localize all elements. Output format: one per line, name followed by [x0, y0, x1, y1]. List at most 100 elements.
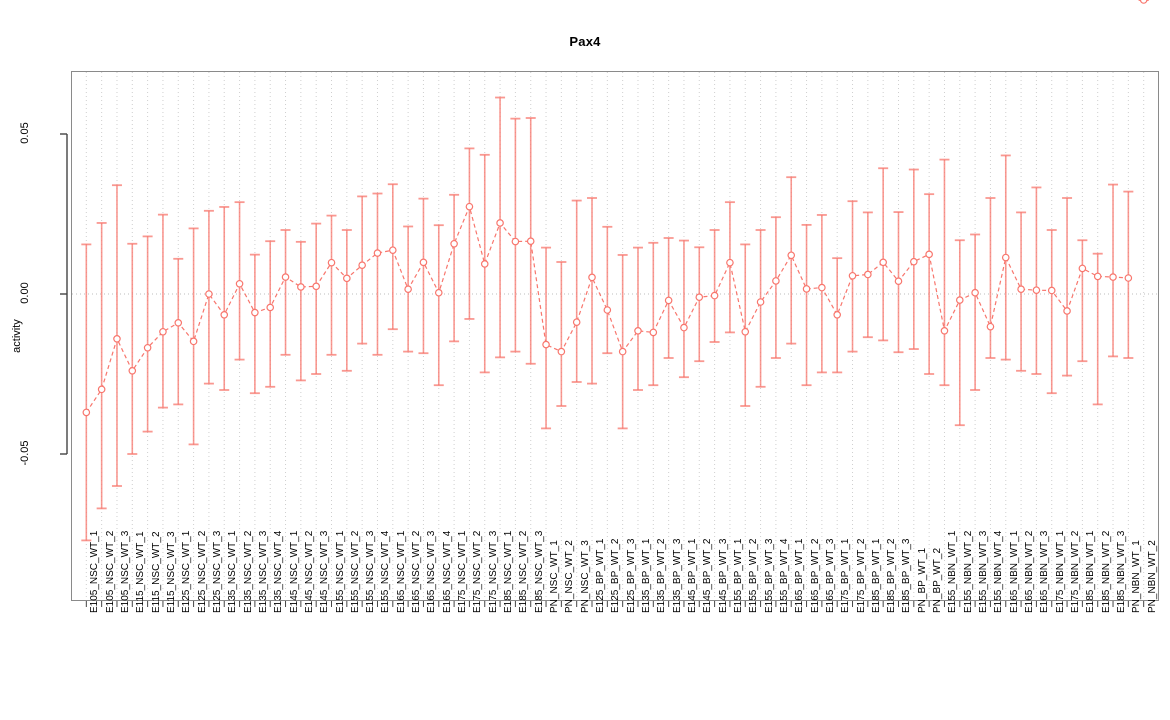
x-tick-label: E185_NSC_WT_1 [503, 530, 515, 613]
y-tick-label: 0.05 [0, 122, 55, 143]
data-point [864, 270, 872, 279]
x-tick-label: E155_BP_WT_1 [732, 538, 744, 614]
data-point [312, 282, 320, 291]
x-tick-label: E115_NSC_WT_3 [165, 531, 177, 613]
y-tick-label-text: 0.00 [19, 282, 31, 304]
data-point [143, 343, 152, 352]
data-point [235, 279, 244, 288]
data-point [894, 277, 903, 286]
data-point [358, 261, 366, 270]
x-tick-label: E155_NBN_WT_1 [947, 530, 959, 613]
x-tick-label: E105_NSC_WT_1 [89, 530, 101, 613]
data-point [1032, 286, 1041, 294]
data-point [1001, 253, 1010, 262]
x-tick-label: E135_BP_WT_1 [640, 538, 652, 614]
data-point [1093, 272, 1102, 281]
x-tick-label: E155_NSC_WT_1 [334, 530, 346, 613]
chart-title: Pax4 [569, 34, 601, 49]
connector-path [85, 204, 1129, 413]
x-tick-label: E165_NSC_WT_4 [441, 530, 453, 613]
x-tick-label: PN_NBN_WT_1 [1131, 540, 1143, 613]
plot-area [71, 71, 1159, 601]
data-point [465, 202, 474, 211]
data-point [1078, 264, 1087, 273]
x-tick-label: E125_NSC_WT_2 [196, 530, 208, 613]
x-tick-label: E175_NBN_WT_2 [1070, 530, 1082, 613]
series-connecting-line [85, 204, 1129, 413]
data-point [1109, 273, 1117, 281]
x-tick-label: E155_NBN_WT_3 [978, 530, 990, 613]
data-point [419, 258, 428, 267]
y-tick-label-text: 0.05 [19, 122, 31, 144]
data-point [955, 296, 964, 304]
data-point [634, 326, 642, 335]
data-point [726, 258, 734, 267]
x-tick-label: E155_NBN_WT_4 [993, 530, 1005, 613]
x-tick-label: E185_NBN_WT_2 [1100, 530, 1112, 613]
x-tick-label: E185_BP_WT_3 [901, 538, 913, 614]
x-tick-label: E155_NBN_WT_2 [962, 530, 974, 613]
x-tick-label: E105_NSC_WT_2 [104, 530, 116, 613]
error-bars [81, 0, 1149, 542]
x-tick-label: E185_BP_WT_2 [886, 538, 898, 614]
data-point [818, 283, 826, 292]
x-tick-label: E135_BP_WT_2 [656, 538, 668, 614]
data-point [297, 283, 305, 291]
x-tick-label: E185_NBN_WT_3 [1116, 530, 1128, 613]
x-tick-label: E165_NSC_WT_1 [395, 530, 407, 613]
data-point [879, 258, 887, 267]
data-point [159, 327, 167, 336]
data-point [281, 273, 290, 281]
data-point [848, 271, 857, 280]
data-point [511, 237, 520, 246]
data-point-markers [82, 0, 1148, 417]
x-tick-label: E175_BP_WT_2 [855, 538, 867, 614]
x-tick-label: PN_BP_WT_2 [932, 547, 944, 613]
x-tick-label: PN_NSC_WT_3 [579, 540, 591, 613]
data-point [174, 318, 183, 327]
data-point [373, 249, 382, 257]
data-point [97, 385, 106, 394]
x-tick-label: E155_NSC_WT_2 [349, 530, 361, 613]
data-point [710, 291, 719, 300]
data-point [82, 408, 91, 417]
axis-ticks [60, 133, 1145, 607]
x-tick-label: E115_NSC_WT_2 [150, 531, 162, 613]
x-tick-label: E135_NSC_WT_3 [257, 530, 269, 613]
data-point [802, 285, 811, 293]
data-point [1124, 274, 1133, 282]
data-point [557, 347, 566, 356]
x-tick-label: E145_NSC_WT_3 [319, 530, 331, 613]
data-point [128, 366, 137, 375]
x-tick-label: PN_NSC_WT_2 [564, 540, 576, 613]
x-tick-label: E125_NSC_WT_1 [181, 530, 193, 613]
vertical-gridlines [85, 72, 1145, 600]
x-tick-label: E135_NSC_WT_1 [227, 530, 239, 613]
x-tick-label: E145_BP_WT_1 [686, 538, 698, 614]
x-tick-label: E135_NSC_WT_4 [273, 530, 285, 613]
data-point [526, 237, 535, 246]
data-point [251, 308, 259, 317]
x-tick-label: PN_NSC_WT_1 [549, 540, 561, 613]
data-point [189, 337, 198, 346]
data-point [1139, 0, 1148, 4]
data-point [404, 285, 412, 294]
data-point [741, 327, 750, 336]
data-point [205, 290, 213, 298]
x-tick-label: E125_BP_WT_1 [595, 538, 606, 614]
x-tick-label: E155_BP_WT_4 [778, 538, 790, 614]
data-point [480, 260, 489, 268]
x-tick-label: E165_BP_WT_1 [794, 538, 806, 614]
x-tick-label: E145_BP_WT_3 [717, 538, 729, 614]
x-tick-label: E175_NSC_WT_1 [457, 530, 469, 613]
data-point [542, 340, 550, 349]
data-point [220, 310, 229, 319]
data-point [266, 303, 275, 312]
data-point [649, 328, 658, 337]
x-tick-label: PN_NBN_WT_2 [1146, 540, 1158, 613]
data-point [1047, 286, 1056, 295]
x-tick-label: E155_BP_WT_3 [763, 538, 775, 614]
